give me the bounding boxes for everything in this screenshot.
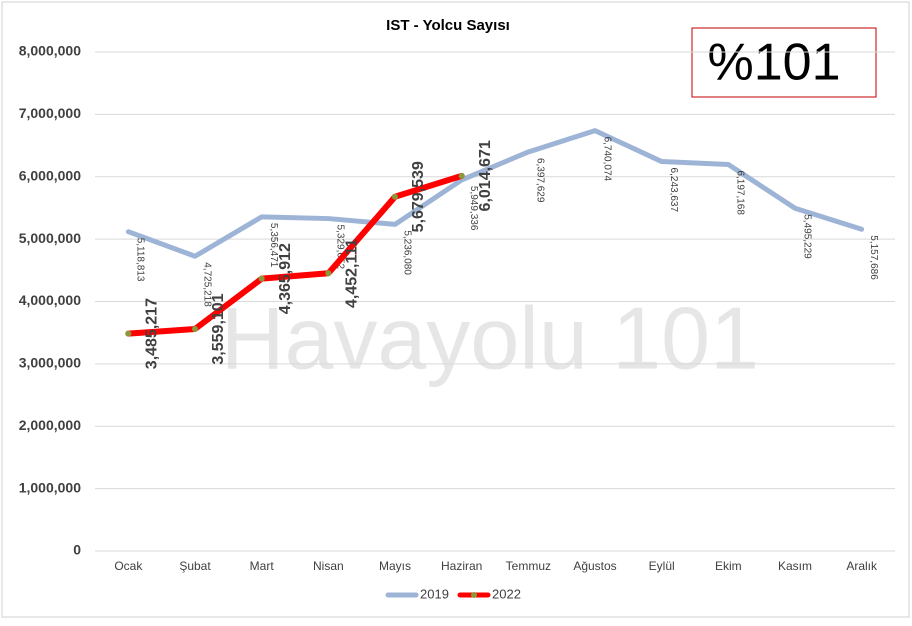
y-tick-label: 1,000,000: [19, 479, 81, 495]
y-tick-label: 6,000,000: [19, 167, 81, 183]
y-tick-label: 7,000,000: [19, 105, 81, 121]
x-tick-label: Mart: [250, 559, 275, 573]
data-label: 5,949,336: [468, 186, 479, 231]
data-label: 3,485,217: [144, 298, 161, 369]
x-tick-label: Şubat: [179, 559, 211, 573]
point-marker: [325, 270, 332, 277]
y-tick-label: 5,000,000: [19, 230, 81, 246]
data-label: 6,740,074: [601, 137, 612, 182]
x-tick-label: Mayıs: [379, 559, 411, 573]
data-label: 6,243,637: [668, 168, 679, 213]
data-label: 4,725,218: [201, 262, 212, 307]
data-label: 6,397,629: [535, 158, 546, 203]
data-label: 5,679,539: [410, 161, 427, 232]
watermark: Havayolu 101: [221, 288, 759, 387]
data-label: 5,118,813: [135, 238, 146, 282]
data-label: 5,329,652: [335, 225, 346, 270]
data-label: 5,236,080: [401, 230, 412, 275]
y-tick-label: 4,000,000: [19, 292, 81, 308]
data-label: 4,365,912: [277, 243, 294, 314]
data-label: 6,197,168: [735, 170, 746, 215]
point-marker: [392, 193, 398, 200]
data-label: 5,356,471: [268, 223, 279, 268]
data-label: 5,495,229: [801, 214, 812, 259]
series-line: [125, 172, 465, 337]
data-label: 6,014,671: [477, 140, 494, 211]
data-label: 4,452,111: [344, 238, 361, 308]
x-tick-label: Ağustos: [573, 559, 616, 573]
y-tick-label: 8,000,000: [19, 43, 81, 59]
legend-label: 2022: [492, 586, 521, 601]
y-tick-label: 0: [73, 542, 81, 558]
y-tick-label: 2,000,000: [19, 417, 81, 433]
point-marker: [125, 330, 132, 337]
x-tick-label: Haziran: [441, 559, 482, 573]
point-marker: [192, 326, 198, 333]
chart-title: IST - Yolcu Sayısı: [386, 17, 510, 34]
series-line: [125, 128, 865, 259]
point-marker: [458, 172, 465, 179]
x-tick-label: Temmuz: [506, 559, 551, 573]
data-label: 5,157,686: [868, 235, 879, 280]
data-label: 3,559,101: [210, 293, 227, 364]
x-tick-label: Nisan: [313, 559, 344, 573]
x-tick-label: Ocak: [114, 559, 143, 573]
x-tick-label: Eylül: [649, 559, 675, 573]
point-marker: [258, 275, 265, 282]
annotation-box: [691, 27, 877, 98]
x-tick-label: Kasım: [778, 559, 812, 573]
x-tick-label: Ekim: [715, 559, 742, 573]
annotation: %101: [708, 34, 841, 92]
legend-marker: [471, 592, 477, 598]
legend-label: 2019: [420, 586, 449, 601]
y-tick-label: 3,000,000: [19, 355, 81, 371]
x-tick-label: Aralık: [846, 559, 878, 573]
